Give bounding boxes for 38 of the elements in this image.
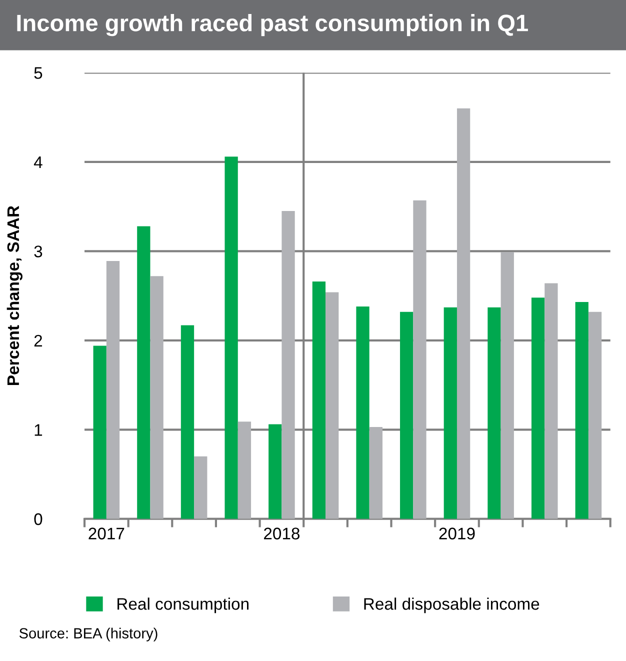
bar bbox=[326, 292, 339, 519]
bar bbox=[356, 306, 370, 519]
bar bbox=[444, 307, 457, 519]
y-tick-label: 5 bbox=[34, 67, 42, 79]
source-note: Source: BEA (history) bbox=[19, 628, 158, 642]
bar bbox=[456, 108, 470, 519]
y-tick-label: 1 bbox=[34, 424, 42, 436]
bar bbox=[531, 298, 545, 519]
bar bbox=[400, 312, 414, 519]
bar bbox=[500, 252, 514, 519]
bar bbox=[575, 302, 588, 519]
bar bbox=[93, 346, 106, 519]
bar bbox=[268, 424, 282, 519]
legend-label: Real disposable income bbox=[364, 598, 540, 614]
bar bbox=[413, 200, 426, 519]
x-tick-label: 2019 bbox=[439, 528, 475, 540]
legend-label: Real consumption bbox=[118, 598, 248, 614]
x-tick-label: 2018 bbox=[264, 528, 300, 540]
y-tick-label: 2 bbox=[34, 334, 42, 346]
bar bbox=[137, 226, 150, 519]
bar bbox=[224, 156, 238, 519]
x-tick-label: 2017 bbox=[88, 528, 124, 540]
bar bbox=[369, 426, 382, 519]
bar bbox=[180, 325, 194, 519]
y-tick-label: 4 bbox=[34, 156, 42, 168]
bar bbox=[544, 283, 558, 519]
bar bbox=[488, 307, 501, 519]
y-tick-label: 3 bbox=[34, 246, 42, 258]
bar bbox=[150, 276, 164, 519]
bar bbox=[106, 260, 120, 519]
y-axis-title: Percent change, SAAR bbox=[6, 206, 22, 385]
bar bbox=[194, 456, 208, 519]
y-tick-label: 0 bbox=[34, 513, 42, 526]
bar bbox=[282, 211, 295, 519]
bar bbox=[238, 422, 252, 519]
chart-title: Income growth raced past consumption in Q1 bbox=[17, 14, 528, 36]
bar bbox=[312, 282, 326, 519]
bar bbox=[588, 312, 602, 519]
